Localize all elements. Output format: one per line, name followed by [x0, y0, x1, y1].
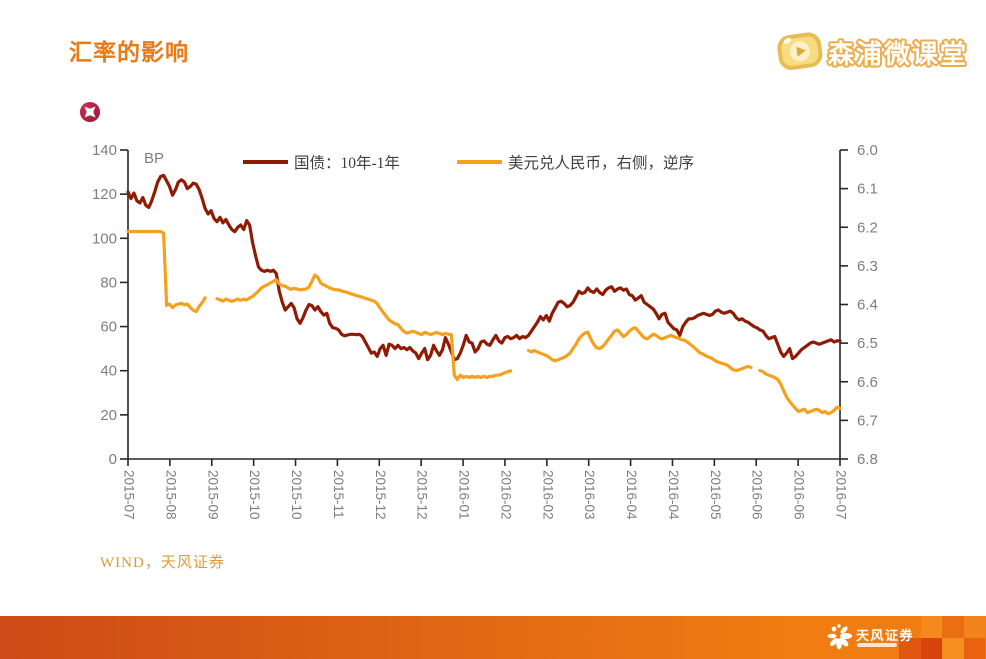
brand-logo-svg: 森浦微课堂 — [777, 32, 968, 71]
mosaic-cell — [963, 616, 985, 638]
brand-logo: 森浦微课堂 — [772, 26, 984, 78]
left-axis-tick-label: 140 — [92, 142, 117, 159]
x-axis-tick-label: 2015-07 — [122, 470, 137, 520]
left-axis-tick-label: 0 — [109, 451, 117, 468]
bottom-bar: 天风证券 — [0, 616, 986, 659]
x-axis-tick-label: 2016-02 — [540, 470, 555, 520]
x-axis-tick-label: 2016-04 — [624, 470, 639, 520]
left-axis-tick-label: 60 — [100, 319, 117, 336]
x-axis-tick-label: 2016-03 — [582, 470, 597, 520]
x-axis-tick-label: 2016-06 — [792, 470, 807, 520]
right-axis-tick-label: 6.8 — [857, 451, 878, 468]
play-icon — [777, 32, 823, 70]
right-axis-tick-label: 6.3 — [857, 258, 878, 275]
left-axis-tick-label: 80 — [100, 274, 117, 291]
x-axis-tick-label: 2015-10 — [289, 470, 304, 520]
mosaic-cell — [942, 616, 964, 638]
left-axis-tick-label: 100 — [92, 230, 117, 247]
left-axis-tick-label: 20 — [100, 407, 117, 424]
series-line-1 — [126, 229, 842, 416]
mosaic-cell — [899, 637, 921, 659]
right-axis: 6.0 6.1 6.2 6.3 6.4 6.5 6.6 6.7 6.8 — [839, 142, 878, 468]
legend-item-usdcny: 美元兑人民币，右侧，逆序 — [457, 151, 694, 173]
left-axis-tick-label: 120 — [92, 186, 117, 203]
left-axis-unit-label: BP — [144, 150, 164, 167]
legend-swatch-bond-spread — [243, 160, 288, 164]
left-axis: 0 20 40 60 80 100 120 140 BP — [92, 142, 164, 468]
legend-swatch-usdcny — [457, 160, 502, 164]
x-axis-tick-label: 2016-01 — [457, 470, 472, 520]
x-axis: 2015-07 2015-08 2015-09 2015-10 2015-10 2015-… — [122, 458, 849, 520]
mosaic-cell — [920, 637, 942, 659]
x-axis-tick-label: 2015-09 — [205, 470, 220, 520]
x-axis-tick-label: 2016-05 — [708, 470, 723, 520]
right-axis-tick-label: 6.5 — [857, 335, 878, 352]
series-line-0 — [126, 173, 842, 362]
legend-item-bond-spread: 国债：10年-1年 — [243, 151, 400, 173]
coin-star-icon — [80, 102, 100, 122]
x-axis-tick-label: 2015-08 — [163, 470, 178, 520]
tianfeng-logo-subtitle — [857, 643, 897, 647]
right-axis-tick-label: 6.4 — [857, 297, 878, 314]
legend-label-usdcny: 美元兑人民币，右侧，逆序 — [508, 155, 695, 172]
brand-name-text: 森浦微课堂 — [828, 39, 968, 69]
left-axis-tick-label: 40 — [100, 363, 117, 380]
right-axis-tick-label: 6.1 — [857, 181, 878, 198]
mosaic-cell — [920, 616, 942, 638]
right-axis-tick-label: 6.7 — [857, 412, 878, 429]
x-axis-tick-label: 2015-11 — [331, 470, 346, 519]
source-note: WIND，天风证券 — [100, 555, 225, 571]
x-axis-tick-label: 2015-10 — [247, 470, 262, 520]
tianfeng-brand-name: 天风证券 — [856, 628, 915, 643]
right-axis-tick-label: 6.0 — [857, 142, 878, 159]
page-title: 汇率的影响 — [69, 40, 189, 65]
x-axis-tick-label: 2016-06 — [750, 470, 765, 520]
legend-label-bond-spread: 国债：10年-1年 — [294, 155, 400, 172]
x-axis-tick-label: 2015-12 — [373, 470, 388, 520]
right-axis-tick-label: 6.2 — [857, 219, 878, 236]
x-axis-tick-label: 2016-02 — [498, 470, 513, 520]
x-axis-tick-label: 2016-04 — [666, 470, 681, 520]
right-axis-tick-label: 6.6 — [857, 374, 878, 391]
mosaic-cell — [963, 637, 985, 659]
mosaic-cell — [942, 637, 964, 659]
bullet-icon — [79, 101, 101, 128]
x-axis-tick-label: 2015-12 — [415, 470, 430, 520]
chart-legend: 国债：10年-1年 美元兑人民币，右侧，逆序 — [0, 151, 986, 173]
x-axis-tick-label: 2016-07 — [834, 470, 849, 520]
tianfeng-flower-icon — [824, 621, 854, 656]
